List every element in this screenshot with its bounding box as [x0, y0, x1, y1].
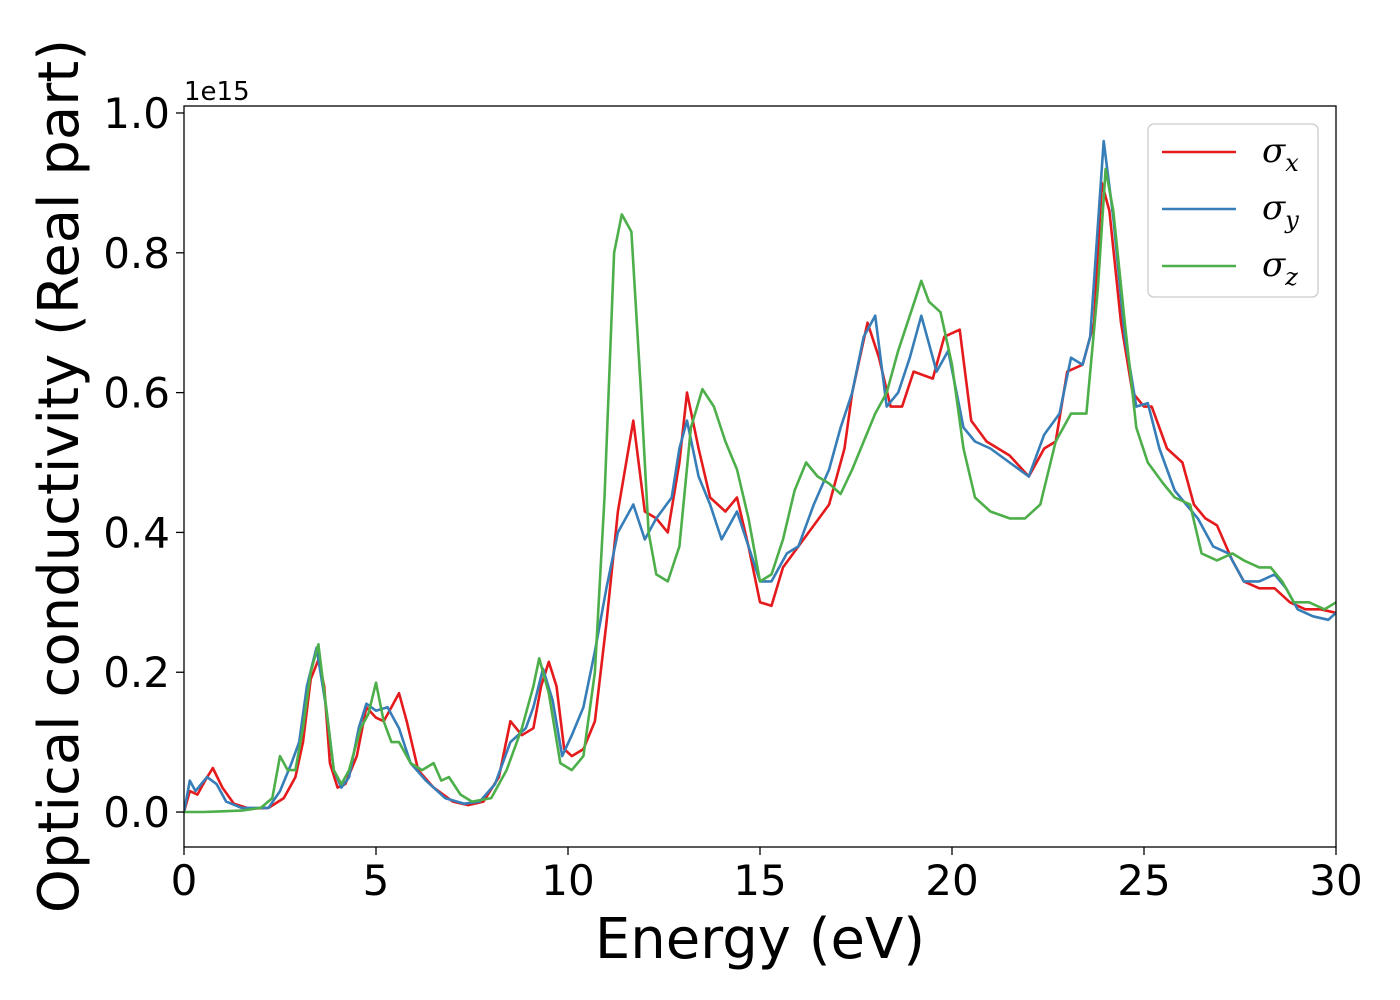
x-tick-label: 30	[1309, 856, 1362, 905]
legend-label-x: σx	[1262, 131, 1299, 177]
x-tick-label: 10	[541, 856, 594, 905]
legend-label-z: σz	[1262, 245, 1298, 291]
x-axis-label: Energy (eV)	[595, 907, 925, 972]
y-axis-offset-label: 1e15	[184, 77, 250, 107]
legend: σx σy σz	[1147, 123, 1319, 298]
legend-label-y: σy	[1262, 188, 1299, 234]
x-axis-ticks: 0 5 10 15 20 25 30	[171, 847, 1363, 905]
y-axis-ticks: 0.0 0.2 0.4 0.6 0.8 1.0	[103, 89, 184, 837]
x-tick-label: 20	[925, 856, 978, 905]
x-tick-label: 25	[1117, 856, 1170, 905]
y-tick-label: 0.2	[103, 648, 170, 697]
y-tick-label: 0.8	[103, 229, 170, 278]
series-line-z	[184, 167, 1336, 814]
y-tick-label: 1.0	[103, 89, 170, 138]
x-tick-label: 0	[171, 856, 198, 905]
y-tick-label: 0.6	[103, 369, 170, 418]
plot-lines	[184, 139, 1336, 814]
y-axis-label: Optical conductivity (Real part)	[27, 39, 92, 913]
legend-box	[1147, 123, 1319, 298]
x-tick-label: 15	[733, 856, 786, 905]
y-tick-label: 0.4	[103, 508, 170, 557]
y-tick-label: 0.0	[103, 788, 170, 837]
x-tick-label: 5	[363, 856, 390, 905]
